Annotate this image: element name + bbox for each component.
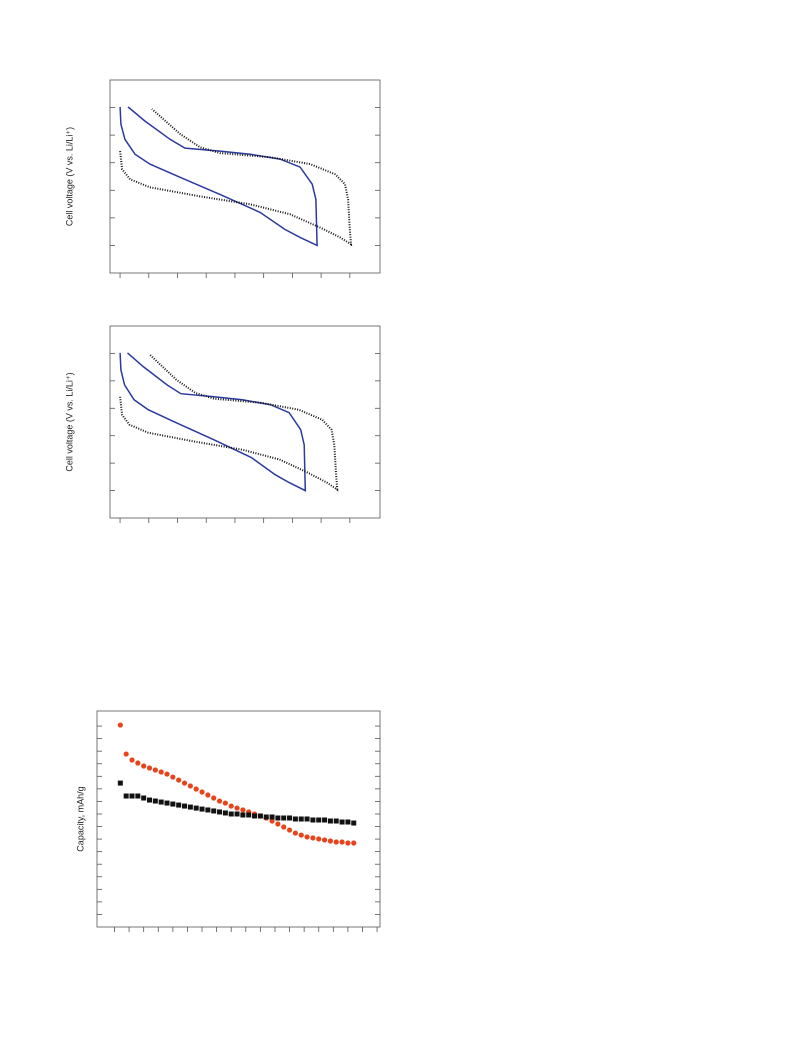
curve (119, 108, 353, 247)
point (257, 813, 263, 819)
point (234, 805, 240, 811)
y-axis-label: Capacity, mAh/g (75, 786, 85, 851)
point (275, 821, 281, 827)
point (222, 800, 228, 806)
point (339, 819, 345, 825)
point (117, 722, 123, 728)
point (199, 789, 205, 795)
point (345, 819, 351, 825)
point (117, 780, 123, 786)
point (240, 812, 246, 818)
point (146, 765, 153, 771)
point (298, 832, 304, 838)
point (316, 817, 322, 823)
chart: Capacity, mAh/g (75, 710, 381, 932)
point (205, 792, 211, 798)
point (187, 783, 193, 789)
point (287, 815, 293, 821)
point (193, 805, 199, 811)
point (187, 804, 193, 810)
point (322, 817, 328, 823)
point (316, 836, 322, 842)
y-axis-label: Cell voltage (V vs. Li/Li⁺) (64, 372, 74, 471)
curve (119, 106, 318, 247)
point (327, 838, 334, 844)
point (252, 813, 258, 819)
point (181, 780, 188, 786)
point (310, 835, 316, 841)
point (222, 810, 228, 816)
point (228, 811, 234, 817)
point (147, 797, 153, 803)
point (129, 793, 135, 799)
point (123, 793, 129, 799)
point (182, 803, 188, 809)
point (129, 757, 135, 763)
point (176, 777, 182, 783)
point (333, 818, 339, 824)
point (292, 830, 298, 836)
point (217, 809, 223, 815)
point (170, 801, 176, 807)
point (216, 798, 223, 804)
point (292, 816, 298, 822)
point (164, 771, 170, 777)
point (275, 815, 281, 821)
point (228, 803, 234, 809)
point (321, 837, 328, 843)
point (286, 827, 293, 833)
point (205, 807, 211, 813)
point (269, 818, 275, 824)
point (304, 834, 310, 840)
point (246, 812, 252, 818)
point (176, 802, 182, 808)
plot-frame (96, 710, 381, 928)
point (327, 818, 333, 824)
point (141, 795, 147, 801)
point (158, 769, 164, 775)
point (170, 774, 176, 780)
point (310, 817, 316, 823)
point (199, 806, 205, 812)
point (211, 808, 217, 814)
y-axis-label: Cell voltage (V vs. Li/Li⁺) (64, 127, 74, 226)
point (135, 760, 141, 766)
point (345, 840, 351, 846)
point (158, 799, 164, 805)
point (281, 815, 287, 821)
point (269, 814, 275, 820)
chart: Cell voltage (V vs. Li/Li⁺) (64, 325, 381, 523)
point (304, 816, 310, 822)
point (152, 798, 158, 804)
point (333, 839, 339, 845)
point (135, 793, 141, 799)
chart: Cell voltage (V vs. Li/Li⁺) (64, 79, 381, 278)
point (351, 820, 357, 826)
plot-frame (109, 325, 381, 519)
point (339, 839, 345, 845)
point (298, 816, 304, 822)
point (211, 795, 217, 801)
point (263, 814, 269, 820)
point (164, 800, 170, 806)
point (193, 786, 199, 792)
point (234, 811, 240, 817)
plot-frame (109, 79, 381, 274)
point (240, 807, 246, 813)
point (141, 763, 147, 769)
point (123, 751, 129, 757)
point (351, 840, 357, 846)
curve (119, 352, 307, 492)
point (281, 824, 287, 830)
point (152, 767, 158, 773)
